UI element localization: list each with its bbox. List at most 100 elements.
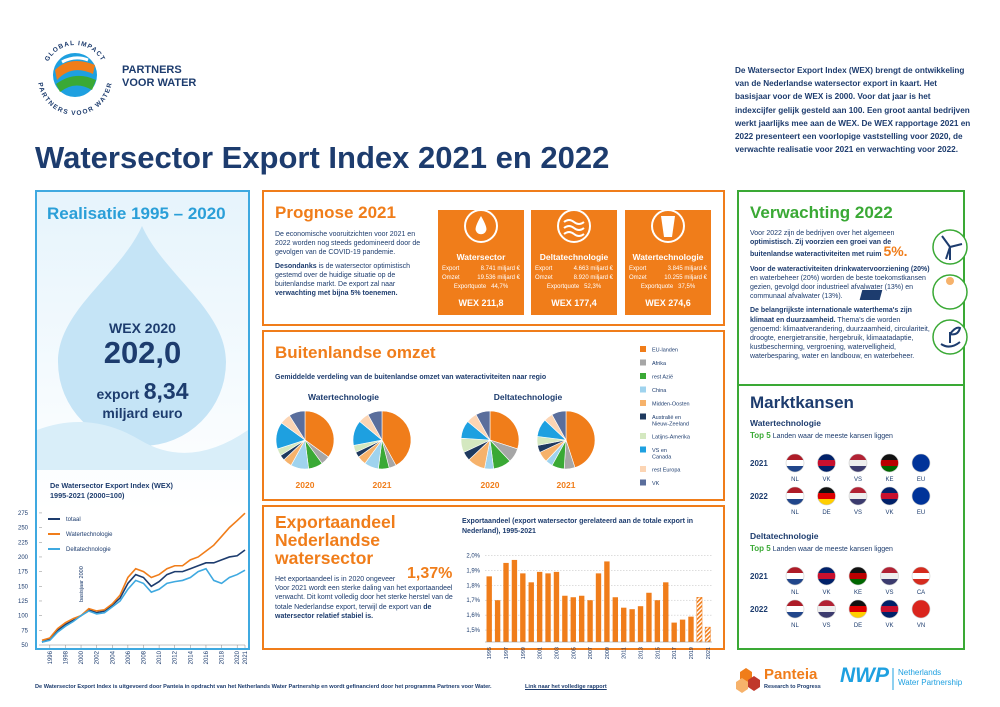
bar [663,582,669,642]
bar [671,622,677,642]
y-tick-label: 75 [21,628,28,634]
flag-stripe [880,487,899,493]
y-tick-label: 275 [18,511,29,517]
country-code: VK [822,590,830,596]
x-tick-label: 2000 [79,650,85,664]
country-code: VK [885,510,893,516]
flag-stripe [880,493,899,499]
bar [629,609,635,642]
legend-label: rest Azië [652,375,673,381]
flag [817,454,836,472]
bar [494,600,501,642]
flag-stripe [849,466,867,472]
x-tick-label: 2015 [655,647,661,659]
y-tick-label: 50 [21,643,28,649]
card-row: Omzet 10.255 miljard € [629,275,707,281]
card-row: Omzet 19.536 miljard € [442,275,520,281]
flag-border [911,566,931,586]
run: verwachting met bijna 5% toenemen. [275,290,398,298]
flag-stripe [849,579,867,585]
bar [704,626,711,643]
flag [912,600,930,618]
country-code: VK [885,623,893,629]
x-tick-label: 1997 [504,647,510,659]
legend-label: China [652,388,667,394]
row-label: Exportquote [640,284,674,290]
heading: Buitenlandse omzet [275,343,436,362]
svg-text:GLOBAL IMPACT: GLOBAL IMPACT [44,40,107,63]
icon-plant [940,326,962,348]
run: Voor 2022 zijn de bedrijven over het alg… [750,230,895,237]
export-prefix: export [96,386,140,402]
flag-stripe [849,493,867,499]
run: en waterbeheer (20%) worden de beste toe… [750,274,926,301]
row-value: 8.741 miljard € [480,266,520,272]
run: de watersector relatief stabiel is. [275,603,432,620]
flag-stripe [849,567,867,573]
flag-stripe [817,600,836,606]
flag [817,567,836,585]
bar [486,576,492,642]
title: Watersector Export Index 2021 en 2022 [35,140,610,175]
group-name: Deltatechnologie [750,531,819,541]
country-code: VS [822,623,830,629]
subtitle: Gemiddelde verdeling van de buitenlandse… [275,374,547,381]
brand-line: PARTNERS [122,64,182,76]
pie-group-title: Watertechnologie [308,392,379,402]
logo-ring-bottom: PARTNERS VOOR WATER [36,82,113,117]
flag-stripe [786,487,804,493]
flag-border [785,453,805,473]
flag [786,600,804,618]
bar [503,562,509,642]
flag-border [785,599,805,619]
flag-stripe [817,493,836,499]
footer-note: De Watersector Export Index is uitgevoer… [35,684,492,690]
card-row: Omzet 8.920 miljard € [535,275,613,281]
y-tick-label: 225 [18,540,29,546]
heading-line: Exportaandeel [275,512,396,532]
flag [817,600,836,618]
flag-border [848,486,868,506]
legend-swatch [640,433,646,439]
heading: Realisatie 1995 – 2020 [47,204,226,223]
flag-stripe [912,567,930,573]
legend-label: Watertechnologie [66,532,113,538]
bar [612,597,619,642]
row-label: Omzet [535,275,553,281]
run: optimistisch. Zij voorzien een groei van… [750,239,892,259]
x-tick-label: 2004 [110,650,116,664]
x-tick-label: 2011 [622,647,628,659]
top: Top 5 [750,431,771,440]
flag-stripe [817,460,836,466]
group-top: Top 5 Landen waar de meeste kansen ligge… [750,544,893,553]
y-tick-label: 1,7% [466,598,480,604]
y-tick-label: 200 [18,555,29,561]
icon-waves [563,219,585,237]
flag-stripe [817,579,836,585]
hex [748,676,760,691]
card-row: Exportquote 37,5% [629,284,707,290]
row-label: Export [442,266,460,272]
panteia-logo [736,668,760,693]
flag-border [911,453,931,473]
country-code: DE [854,623,862,629]
hex [736,678,748,693]
water-drop [58,226,226,446]
bar [536,571,543,642]
flag [849,600,867,618]
flag [849,487,867,505]
flag [912,454,930,472]
y-tick-label: 100 [18,614,29,620]
highlight: 1,37% [407,565,453,582]
flag-stripe [786,454,804,460]
panteia-tag: Research to Progress [764,684,821,690]
heading: Marktkansen [750,393,854,412]
flag [880,600,899,618]
report-link[interactable]: Link naar het volledige rapport [525,684,607,690]
run: De belangrijkste internationale waterthe… [750,307,912,324]
flag-border [817,453,836,473]
divider [737,384,965,386]
flag-stripe [817,606,836,612]
brand-line: VOOR WATER [122,77,197,89]
flag-stripe [786,499,804,505]
